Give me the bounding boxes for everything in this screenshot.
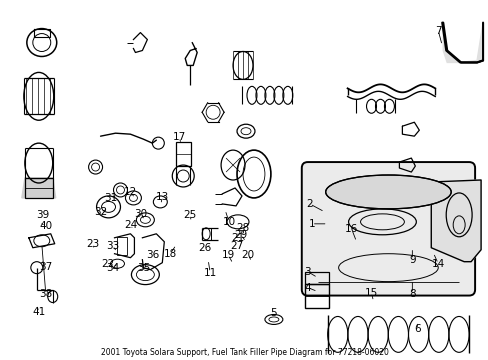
Text: 20: 20 <box>241 250 254 260</box>
Text: 26: 26 <box>198 243 211 253</box>
Text: 5: 5 <box>270 309 277 319</box>
Text: 13: 13 <box>155 192 168 202</box>
Bar <box>176 142 191 166</box>
Text: 30: 30 <box>134 209 147 219</box>
Text: 23: 23 <box>86 239 99 249</box>
Polygon shape <box>441 23 482 62</box>
Text: 1: 1 <box>308 219 314 229</box>
Polygon shape <box>22 178 56 198</box>
Text: 36: 36 <box>145 250 159 260</box>
Text: 38: 38 <box>39 289 52 298</box>
Text: 17: 17 <box>172 132 185 142</box>
Text: 12: 12 <box>123 187 137 197</box>
Text: 39: 39 <box>36 210 49 220</box>
Text: 3: 3 <box>304 267 310 276</box>
Text: 24: 24 <box>123 220 137 230</box>
Text: 18: 18 <box>163 249 177 259</box>
Text: 41: 41 <box>32 307 45 318</box>
Text: 11: 11 <box>203 267 216 278</box>
Text: 35: 35 <box>137 263 150 273</box>
Text: 7: 7 <box>434 26 441 36</box>
Text: 22: 22 <box>101 259 114 269</box>
Text: 9: 9 <box>408 255 415 265</box>
Text: 33: 33 <box>106 241 119 251</box>
Text: 2001 Toyota Solara Support, Fuel Tank Filler Pipe Diagram for 77218-06020: 2001 Toyota Solara Support, Fuel Tank Fi… <box>101 348 387 357</box>
Text: 21: 21 <box>231 233 244 243</box>
Text: 8: 8 <box>408 289 415 298</box>
Text: 19: 19 <box>221 250 234 260</box>
Text: 25: 25 <box>183 210 197 220</box>
Text: 2: 2 <box>306 199 312 209</box>
Ellipse shape <box>325 175 450 209</box>
Text: 34: 34 <box>106 263 119 273</box>
Bar <box>117 237 127 255</box>
Text: 6: 6 <box>413 324 420 334</box>
Text: 10: 10 <box>222 217 235 227</box>
Bar <box>304 272 328 284</box>
Text: 16: 16 <box>344 224 358 234</box>
Text: 14: 14 <box>431 259 444 269</box>
Text: 27: 27 <box>230 241 243 251</box>
Bar <box>25 178 53 198</box>
FancyBboxPatch shape <box>301 162 474 296</box>
Text: 4: 4 <box>304 283 310 293</box>
Text: 28: 28 <box>236 223 249 233</box>
Bar <box>304 284 328 307</box>
Text: 40: 40 <box>39 221 52 231</box>
Polygon shape <box>430 180 480 262</box>
Text: 31: 31 <box>103 193 117 203</box>
Text: 15: 15 <box>364 288 377 298</box>
Text: 37: 37 <box>39 262 52 272</box>
Text: 29: 29 <box>234 230 247 240</box>
Text: 32: 32 <box>94 207 107 217</box>
